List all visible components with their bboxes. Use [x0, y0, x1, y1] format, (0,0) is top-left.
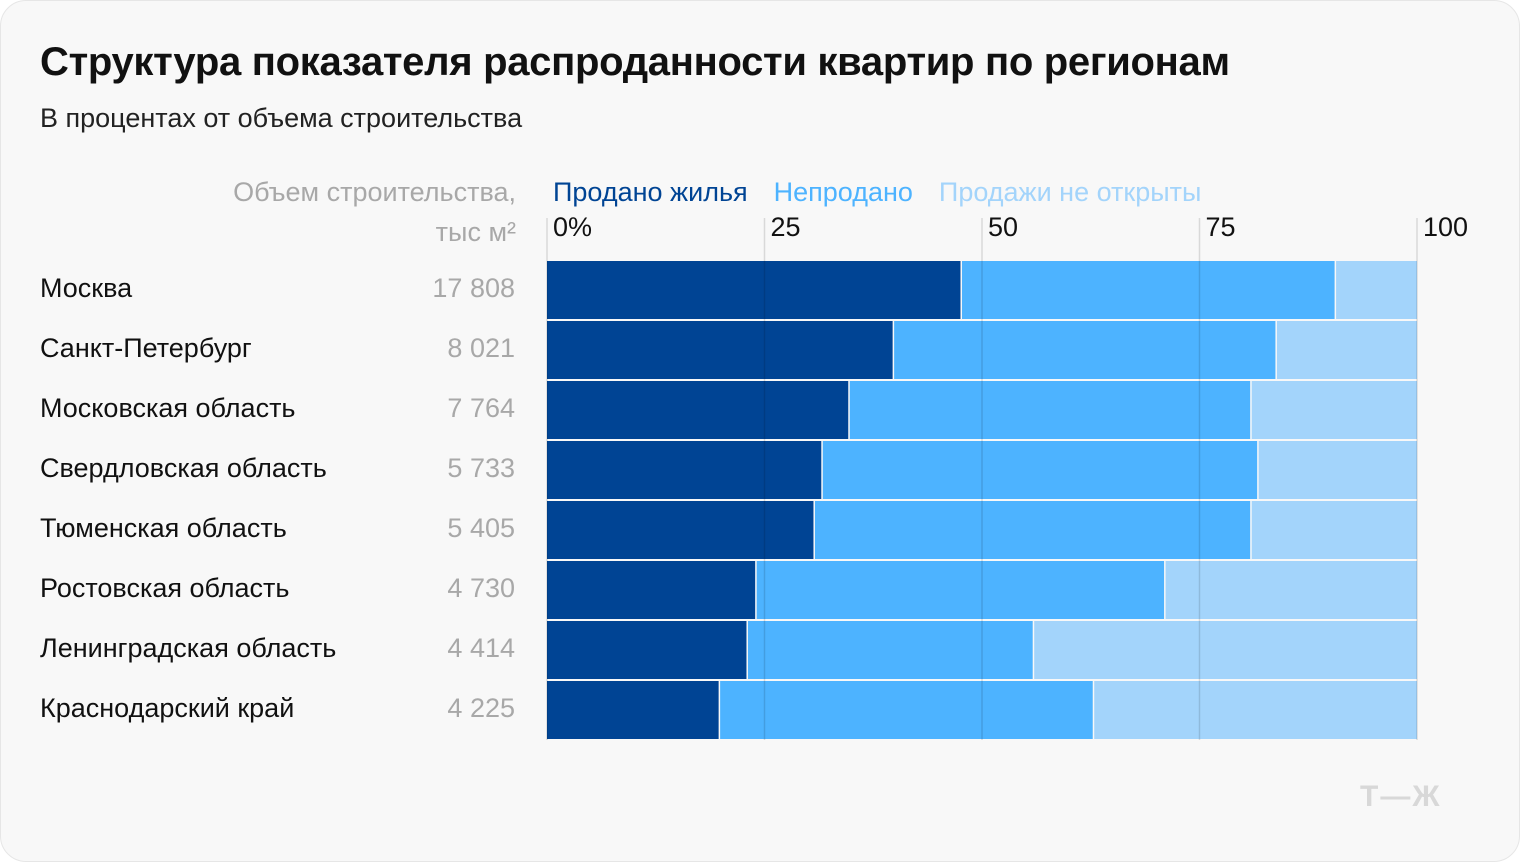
category-label: Свердловская область: [40, 453, 327, 483]
category-label: Санкт-Петербург: [40, 333, 252, 363]
category-label: Тюменская область: [40, 513, 287, 543]
bar-segment-unsold: [814, 501, 1251, 559]
bar-segment-not-opened: [1276, 321, 1417, 379]
bar-segment-sold: [547, 681, 719, 739]
volume-header-line2: тыс м²: [435, 217, 516, 247]
legend-sold: Продано жилья: [553, 177, 748, 207]
bar-segment-not-opened: [1251, 501, 1417, 559]
volume-label: 17 808: [432, 273, 515, 303]
bar-segment-sold: [547, 321, 893, 379]
bar-segment-not-opened: [1251, 381, 1417, 439]
volume-header-line1: Объем строительства,: [233, 177, 516, 207]
volume-column-header: Объем строительства, тыс м²: [233, 172, 516, 252]
bar-segment-not-opened: [1094, 681, 1417, 739]
bar-segment-sold: [547, 441, 822, 499]
x-tick-label: 25: [770, 212, 801, 242]
chart-title: Структура показателя распроданности квар…: [40, 40, 1230, 84]
bar-segment-sold: [547, 561, 756, 619]
bar-segment-not-opened: [1034, 621, 1417, 679]
x-tick-label: 100: [1423, 212, 1469, 242]
bar-segment-sold: [547, 501, 814, 559]
x-tick-label: 50: [988, 212, 1019, 242]
bar-segment-unsold: [961, 261, 1335, 319]
bar-segment-unsold: [756, 561, 1165, 619]
category-label: Москва: [40, 273, 133, 303]
bar-segment-unsold: [822, 441, 1258, 499]
legend-unsold: Непродано: [773, 177, 913, 207]
bar-segment-unsold: [747, 621, 1033, 679]
bar-segment-sold: [547, 261, 961, 319]
volume-label: 8 021: [447, 333, 515, 363]
volume-label: 7 764: [447, 393, 515, 423]
volume-label: 5 405: [447, 513, 515, 543]
x-tick-label: 75: [1205, 212, 1236, 242]
category-label: Московская область: [40, 393, 296, 423]
bar-segment-unsold: [849, 381, 1251, 439]
volume-label: 4 414: [447, 633, 515, 663]
bar-segment-sold: [547, 381, 849, 439]
bar-segment-not-opened: [1165, 561, 1417, 619]
volume-label: 5 733: [447, 453, 515, 483]
bar-segment-sold: [547, 621, 747, 679]
bar-segment-not-opened: [1336, 261, 1417, 319]
category-label: Ростовская область: [40, 573, 290, 603]
bar-segment-unsold: [894, 321, 1276, 379]
volume-label: 4 730: [447, 573, 515, 603]
volume-label: 4 225: [447, 693, 515, 723]
chart-subtitle: В процентах от объема строительства: [40, 103, 523, 133]
bar-segment-not-opened: [1258, 441, 1417, 499]
legend: Продано жилья Непродано Продажи не откры…: [553, 172, 1201, 212]
tj-logo: Т—Ж: [1360, 780, 1442, 813]
category-label: Краснодарский край: [40, 693, 295, 723]
legend-not-opened: Продажи не открыты: [938, 177, 1202, 207]
category-label: Ленинградская область: [40, 633, 337, 663]
bar-segment-unsold: [720, 681, 1093, 739]
x-tick-label: 0%: [553, 212, 593, 242]
